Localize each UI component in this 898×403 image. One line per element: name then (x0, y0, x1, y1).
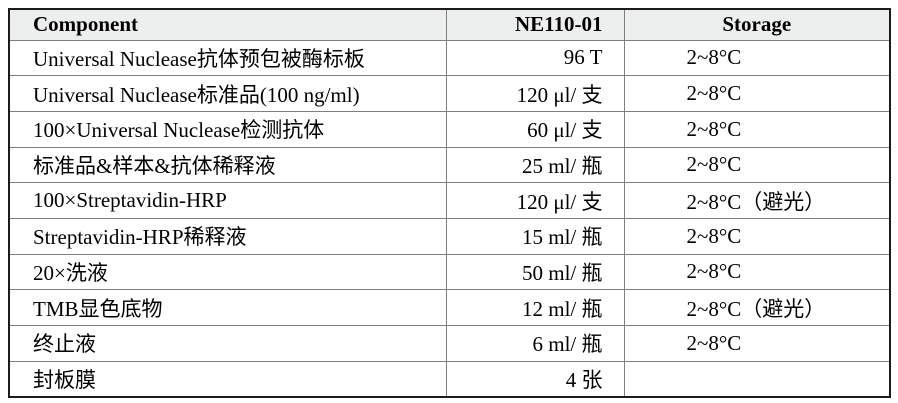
quantity-cell: 50 ml/ 瓶 (445, 253, 625, 291)
table-row: 100×Universal Nuclease检测抗体 60 μl/ 支 2~8°… (8, 110, 891, 148)
storage-cell: 2~8°C (623, 253, 891, 291)
quantity-cell: 15 ml/ 瓶 (445, 217, 625, 255)
table-row: Streptavidin-HRP稀释液 15 ml/ 瓶 2~8°C (8, 217, 891, 255)
table-row: 标准品&样本&抗体稀释液 25 ml/ 瓶 2~8°C (8, 146, 891, 184)
quantity-cell: 12 ml/ 瓶 (445, 289, 625, 326)
quantity-cell: 60 μl/ 支 (445, 110, 625, 148)
component-cell: 终止液 (8, 325, 447, 362)
component-cell: 标准品&样本&抗体稀释液 (8, 146, 447, 184)
storage-cell: 2~8°C (623, 75, 891, 112)
storage-cell: 2~8°C (623, 146, 891, 184)
table-row: 100×Streptavidin-HRP 120 μl/ 支 2~8°C（避光） (8, 182, 891, 219)
column-header-storage: Storage (623, 8, 891, 41)
component-cell: Universal Nuclease标准品(100 ng/ml) (8, 75, 447, 112)
quantity-cell: 120 μl/ 支 (445, 182, 625, 219)
quantity-cell: 25 ml/ 瓶 (445, 146, 625, 184)
component-cell: 20×洗液 (8, 253, 447, 291)
quantity-cell: 6 ml/ 瓶 (445, 325, 625, 362)
table-row: 终止液 6 ml/ 瓶 2~8°C (8, 325, 891, 362)
table-row: 20×洗液 50 ml/ 瓶 2~8°C (8, 253, 891, 291)
component-cell: TMB显色底物 (8, 289, 447, 326)
storage-cell: 2~8°C (623, 325, 891, 362)
table-row: TMB显色底物 12 ml/ 瓶 2~8°C（避光） (8, 289, 891, 326)
component-cell: 封板膜 (8, 360, 447, 398)
component-cell: 100×Streptavidin-HRP (8, 182, 447, 219)
table-row: Universal Nuclease标准品(100 ng/ml) 120 μl/… (8, 75, 891, 112)
storage-cell: 2~8°C（避光） (623, 182, 891, 219)
table-header-row: Component NE110-01 Storage (8, 8, 891, 41)
quantity-cell: 96 T (445, 39, 625, 77)
quantity-cell: 120 μl/ 支 (445, 75, 625, 112)
table-row: 封板膜 4 张 (8, 360, 891, 398)
table-row: Universal Nuclease抗体预包被酶标板 96 T 2~8°C (8, 39, 891, 77)
storage-cell: 2~8°C (623, 39, 891, 77)
component-cell: Streptavidin-HRP稀释液 (8, 217, 447, 255)
storage-cell: 2~8°C（避光） (623, 289, 891, 326)
component-cell: 100×Universal Nuclease检测抗体 (8, 110, 447, 148)
component-cell: Universal Nuclease抗体预包被酶标板 (8, 39, 447, 77)
components-table: Component NE110-01 Storage Universal Nuc… (8, 8, 891, 398)
storage-cell: 2~8°C (623, 217, 891, 255)
storage-cell (623, 360, 891, 398)
column-header-ne110-01: NE110-01 (445, 8, 625, 41)
column-header-component: Component (8, 8, 447, 41)
quantity-cell: 4 张 (445, 360, 625, 398)
storage-cell: 2~8°C (623, 110, 891, 148)
